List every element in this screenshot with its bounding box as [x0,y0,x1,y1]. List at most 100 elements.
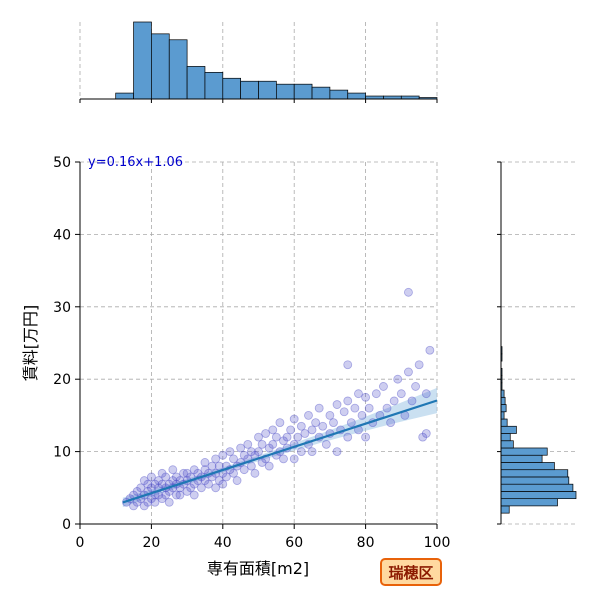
scatter-point [304,410,313,420]
y-histogram-bar [500,491,577,500]
scatter-point [296,447,306,457]
y-histogram-bar [500,418,508,427]
scatter-point [161,490,171,500]
district-badge-box [380,558,442,586]
scatter-point [279,454,288,464]
scatter-point [343,360,353,370]
scatter-point [132,487,142,496]
scatter-point [257,458,267,467]
scatter-point [157,468,167,478]
scatter-point [189,465,199,475]
scatter-point [229,468,238,478]
scatter-point [307,447,317,457]
x-tick-label: 40 [214,535,232,551]
x-tick-label: 60 [285,535,303,551]
scatter-point [268,425,278,435]
scatter-point [229,454,238,464]
scatter-point [321,439,331,449]
scatter-point [350,403,360,413]
scatter-point [404,367,413,377]
scatter-point [250,468,260,478]
scatter-point [143,479,153,489]
scatter-point [329,418,338,428]
scatter-point [182,468,192,478]
x-histogram-bar [133,21,152,100]
x-histogram-bar [347,92,366,100]
scatter-point [293,432,303,442]
x-histogram-bar [329,89,349,100]
scatter-point [282,432,292,442]
scatter-point [164,497,174,507]
scatter-point [254,447,263,457]
scatter-point [393,374,403,384]
y-histogram-bar [500,433,511,442]
scatter-point [150,497,160,507]
scatter-point [346,418,356,428]
scatter-point [146,472,156,482]
y-histogram-bar [500,476,570,485]
scatter-point [186,483,196,493]
scatter-point [271,432,281,442]
scatter-point [407,396,417,406]
x-histogram-bar [311,86,331,100]
x-marginal-histogram [79,21,438,103]
y-tick-label: 0 [62,517,71,533]
scatter-point [386,418,395,428]
y-histogram-bar [500,396,506,405]
scatter-point [214,476,224,485]
scatter-point [332,447,342,457]
y-histogram-bar [500,505,510,514]
scatter-point [182,487,192,496]
scatter-point [261,429,271,438]
x-histogram-bar [222,77,242,100]
x-axis-title: 専有面積[m2] [207,559,309,578]
x-tick-label: 0 [76,535,85,551]
scatter-point [246,461,256,471]
scatter-point [279,436,288,446]
scatter-point [318,421,328,431]
scatter-point [257,439,267,449]
scatter-point [157,494,167,504]
scatter-point [332,400,342,409]
scatter-point [361,392,371,402]
scatter-point [236,443,246,453]
scatter-point [157,479,167,489]
scatter-point [243,439,253,449]
scatter-point [425,345,435,355]
scatter-point [129,501,138,511]
scatter-point [179,468,188,478]
district-badge-label: 瑞穂区 [388,564,433,582]
scatter-point [150,479,160,489]
scatter-point [264,461,274,471]
scatter-point [211,454,221,464]
scatter-point [221,472,231,482]
scatter-point [361,432,371,442]
scatter-point [300,429,310,438]
x-tick-label: 80 [357,535,375,551]
scatter-point [404,287,413,297]
scatter-point [289,454,299,464]
scatter-point [136,483,146,493]
scatter-point [389,396,399,406]
scatter-point [196,483,206,493]
scatter-point [289,414,299,424]
scatter-point [146,494,156,504]
scatter-point [421,389,431,399]
scatter-point [354,389,363,399]
scatter-point [171,472,181,482]
scatter-point [307,425,317,435]
scatter-point [339,407,349,417]
y-histogram-bar [500,469,569,478]
scatter-point [218,479,228,489]
scatter-point [168,476,178,485]
scatter-plot-area: 0 20 40 60 80 100 0 10 20 30 40 50 [53,155,450,551]
scatter-point [343,396,353,406]
y-histogram-bar [500,425,517,434]
y-histogram-bar [500,498,558,507]
scatter-point [139,476,149,485]
district-badge: 瑞穂区 [380,558,442,586]
scatter-point [161,472,171,482]
scatter-point [200,458,210,467]
